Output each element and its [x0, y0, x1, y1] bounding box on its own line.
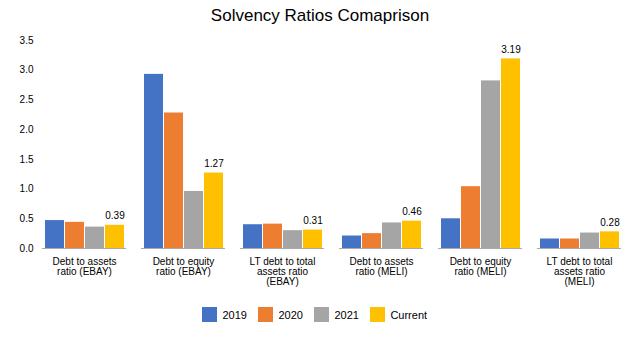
- svg-text:1.5: 1.5: [20, 154, 34, 165]
- svg-text:0.46: 0.46: [402, 206, 422, 217]
- html-text:Solvency Ratios Comaprison: Solvency Ratios Comaprison: [210, 6, 430, 25]
- svg-text:LT debt to totalassets ratio(M: LT debt to totalassets ratio(MELI): [547, 256, 613, 287]
- svg-text:3.0: 3.0: [20, 64, 34, 75]
- svg-text:3.5: 3.5: [20, 35, 34, 46]
- svg-text:0.31: 0.31: [303, 215, 323, 226]
- svg-text:1.0: 1.0: [20, 183, 34, 194]
- svg-text:Debt to equityratio (MELI): Debt to equityratio (MELI): [450, 256, 512, 277]
- html-text:2021: 2021: [334, 308, 359, 321]
- svg-text:0.28: 0.28: [600, 217, 620, 228]
- html-text:2019: 2019: [222, 308, 247, 321]
- svg-text:0.5: 0.5: [20, 213, 34, 224]
- html-text:Current: Current: [390, 308, 428, 321]
- svg-text:Debt to assetsratio (EBAY): Debt to assetsratio (EBAY): [53, 256, 117, 277]
- svg-text:3.19: 3.19: [501, 44, 521, 55]
- svg-text:2.5: 2.5: [20, 94, 34, 105]
- svg-text:LT debt to totalassets ratio(E: LT debt to totalassets ratio(EBAY): [250, 256, 316, 287]
- svg-text:Debt to equityratio (EBAY): Debt to equityratio (EBAY): [153, 256, 215, 277]
- svg-text:2.0: 2.0: [20, 124, 34, 135]
- html-text:2020: 2020: [278, 308, 303, 321]
- svg-text:0.0: 0.0: [20, 243, 34, 254]
- svg-text:1.27: 1.27: [204, 158, 224, 169]
- svg-text:Debt to assetsratio (MELI): Debt to assetsratio (MELI): [350, 256, 414, 277]
- svg-text:0.39: 0.39: [105, 210, 125, 221]
